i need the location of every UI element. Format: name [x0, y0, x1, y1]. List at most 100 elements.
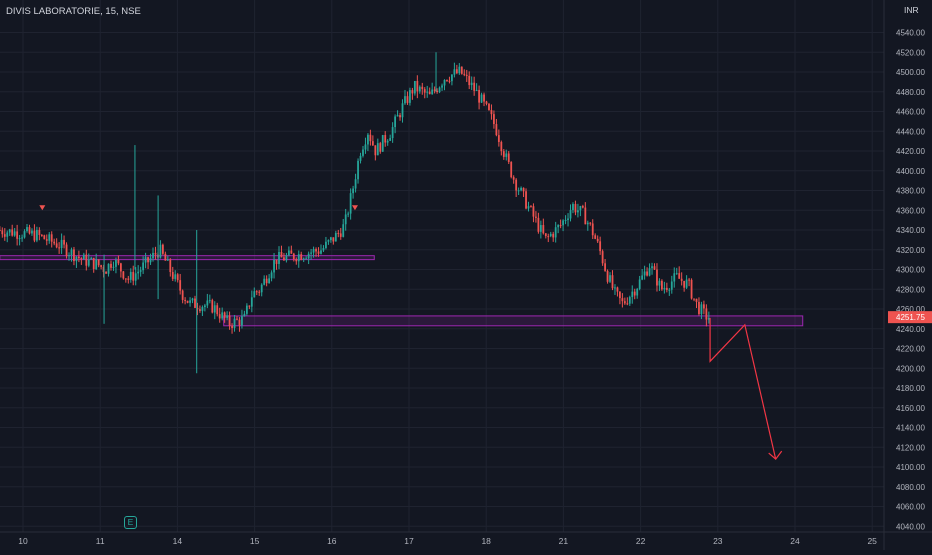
candle-body	[40, 234, 43, 236]
price-tick-label: 4440.00	[896, 127, 925, 136]
candle-body	[250, 297, 253, 307]
candle-body	[174, 274, 177, 279]
candle-body	[33, 230, 36, 241]
candle-body	[43, 235, 46, 240]
candle-body	[525, 191, 527, 209]
time-tick-label: 15	[250, 536, 260, 546]
resistance-zone[interactable]	[0, 255, 375, 261]
candle-body	[707, 318, 710, 320]
candle-body	[542, 225, 545, 234]
candle-body	[633, 291, 636, 296]
time-tick-label: 21	[559, 536, 569, 546]
candle-body	[396, 115, 399, 117]
candle-body	[3, 234, 6, 237]
candle-body	[547, 236, 550, 238]
candle-body	[258, 291, 261, 293]
candle-body	[117, 259, 120, 264]
candle-body	[458, 66, 461, 74]
candle-body	[11, 229, 14, 236]
candle-body	[134, 273, 137, 281]
candle-body	[285, 255, 288, 261]
candle-body	[179, 280, 182, 291]
candle-body	[438, 87, 441, 93]
candle-body	[502, 151, 505, 157]
earnings-event-badge[interactable]: E	[124, 516, 137, 529]
candle-body	[493, 114, 495, 125]
candle-body	[13, 231, 16, 236]
candle-body	[260, 284, 263, 293]
candle-body	[238, 319, 241, 326]
candle-body	[535, 216, 537, 218]
candle-body	[626, 303, 629, 305]
candle-body	[184, 299, 187, 301]
time-tick-label: 17	[404, 536, 414, 546]
candle-body	[683, 280, 686, 288]
candle-body	[665, 287, 668, 290]
candle-body	[616, 287, 619, 292]
candle-body	[169, 259, 172, 273]
candle-body	[374, 145, 377, 156]
candle-body	[211, 300, 214, 313]
candle-body	[166, 259, 169, 261]
candle-body	[581, 206, 584, 208]
candle-body	[703, 304, 705, 309]
candle-body	[312, 249, 315, 253]
candle-body	[653, 266, 656, 270]
candle-body	[119, 263, 122, 272]
candle-body	[663, 287, 666, 290]
candle-body	[218, 314, 221, 319]
candle-body	[203, 305, 206, 308]
candle-body	[611, 275, 614, 289]
candle-body	[364, 144, 367, 150]
candle-body	[243, 313, 246, 317]
candle-body	[507, 153, 510, 162]
candle-body	[21, 237, 23, 239]
candle-body	[648, 268, 651, 276]
candle-body	[460, 66, 463, 74]
candle-body	[539, 225, 542, 232]
candle-body	[273, 259, 275, 273]
candle-body	[416, 80, 419, 92]
support-zone[interactable]	[223, 315, 804, 327]
candle-body	[680, 278, 683, 281]
candle-body	[322, 248, 325, 251]
candle-body	[641, 275, 644, 280]
candle-body	[186, 300, 189, 303]
candle-body	[628, 297, 631, 304]
candle-body	[305, 258, 308, 260]
candle-body	[142, 262, 145, 271]
price-tick-label: 4220.00	[896, 345, 925, 354]
candle-body	[115, 259, 117, 267]
candle-body	[292, 253, 295, 260]
candle-body	[448, 80, 451, 82]
candle-body	[532, 206, 535, 217]
time-tick-label: 11	[96, 536, 105, 546]
candle-body	[394, 116, 397, 128]
projection-path[interactable]	[709, 317, 777, 460]
candle-body	[50, 234, 53, 242]
time-tick-label: 18	[481, 536, 491, 546]
candle-body	[453, 69, 456, 75]
candle-body	[517, 190, 520, 192]
candle-body	[638, 279, 641, 289]
candle-body	[307, 253, 310, 259]
candle-body	[63, 239, 65, 245]
candle-body	[357, 160, 359, 180]
candle-body	[688, 279, 690, 281]
candle-body	[287, 250, 290, 256]
candle-body	[478, 89, 480, 103]
candle-body	[90, 257, 93, 260]
time-tick-label: 25	[867, 536, 877, 546]
candle-body	[75, 256, 78, 262]
candle-body	[112, 266, 115, 268]
price-tick-label: 4520.00	[896, 48, 925, 57]
candle-body	[181, 290, 184, 300]
candle-body	[391, 127, 394, 139]
candle-body	[8, 229, 11, 233]
price-tick-label: 4400.00	[896, 167, 925, 176]
candle-body	[144, 257, 147, 263]
last-price-tag[interactable]	[888, 311, 932, 324]
currency-label[interactable]: INR	[902, 5, 921, 15]
